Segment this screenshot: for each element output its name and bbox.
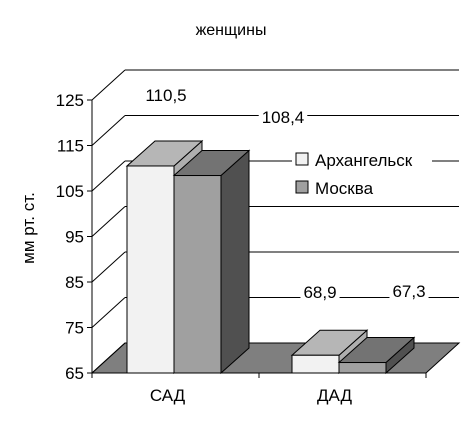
legend-background [292,146,432,204]
y-tick-label: 115 [57,137,84,156]
bar [291,354,340,374]
grid-diagonal [91,251,126,283]
y-axis-label: мм рт. ст. [19,192,38,264]
data-label-background [142,85,190,106]
data-label-background [300,282,340,303]
legend-label: Москва [315,179,374,198]
legend-label: Архангельск [315,151,413,170]
grid-diagonal [91,115,126,146]
y-tick-label: 75 [65,319,84,338]
grid-diagonal [91,69,126,101]
legend-swatch [295,152,309,166]
bar [173,175,222,374]
data-label: 110,5 [145,86,186,105]
x-tick-label: САД [150,386,186,405]
y-tick-label: 65 [65,364,84,383]
y-tick-label: 105 [56,182,84,201]
grid-diagonal [91,206,126,237]
data-label-background [258,107,308,128]
bar [338,362,387,374]
bar-side [220,149,250,375]
y-tick-label: 85 [65,273,84,292]
data-label: 68,9 [303,283,336,302]
chart-title: женщины [196,22,267,39]
grid-diagonal [91,342,126,374]
bar [126,165,175,374]
data-label: 108,4 [262,108,305,127]
y-tick-label: 125 [56,91,84,110]
data-label: 67,3 [392,282,425,301]
grid-diagonal [91,160,126,192]
data-label-background [389,281,429,302]
x-tick-label: ДАД [317,386,352,405]
legend-swatch [295,180,309,194]
grid-diagonal [91,297,126,328]
y-tick-label: 95 [65,228,84,247]
